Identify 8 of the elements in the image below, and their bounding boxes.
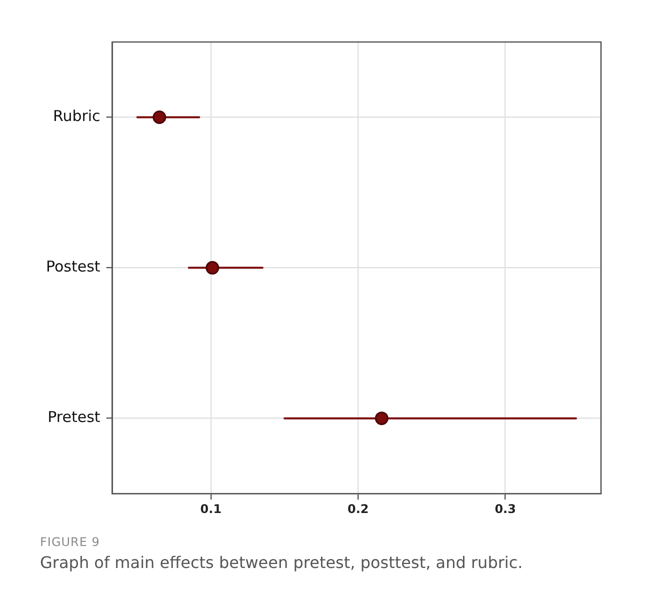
- x-tick-label: 0.1: [200, 502, 222, 516]
- x-tick-label: 0.3: [494, 502, 516, 516]
- x-tick-label: 0.2: [347, 502, 369, 516]
- caption: FIGURE 9: [40, 535, 101, 549]
- y-tick-label: Rubric: [52, 107, 100, 126]
- text: Graph of main effects between pretest, posttest, and rubric.: [40, 553, 524, 572]
- y-tick-label: Pretest: [48, 408, 100, 426]
- y-tick-label: Postest: [46, 258, 100, 276]
